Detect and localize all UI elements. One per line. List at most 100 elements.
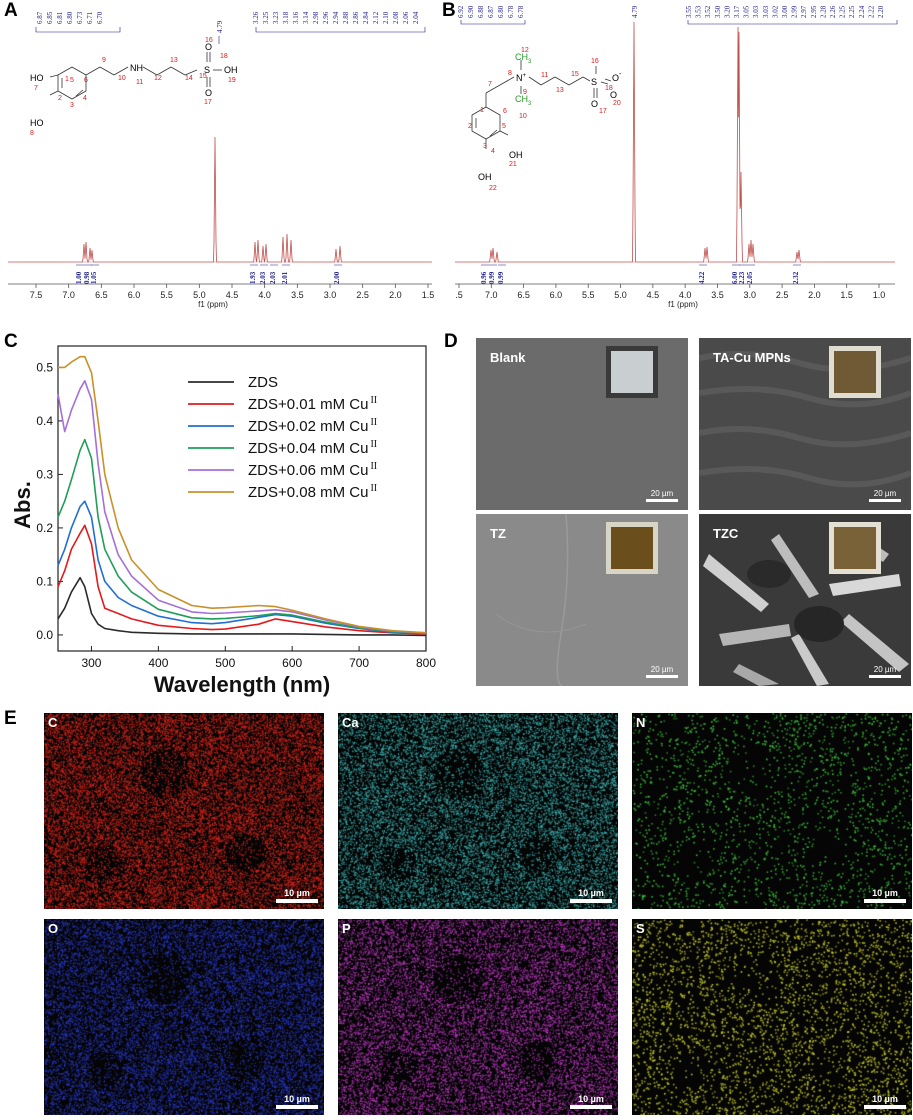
eds-map-grid: C 10 µm Ca 10 µm N 10 µm O 10 µm P 10 µm S 10 µm xyxy=(44,713,912,1116)
x-axis-ticks: .5 7.0 6.5 6.0 5.5 5.0 4.5 4.0 3.5 3.0 2.5 2.0 1.5 1.… xyxy=(455,284,885,300)
peak-label: 2.88 xyxy=(342,11,350,24)
eds-map-canvas xyxy=(44,713,324,909)
atom-number: 17 xyxy=(204,99,212,106)
atom-number: 5 xyxy=(502,123,506,130)
peak-label: 2.04 xyxy=(412,11,420,24)
sem-label: TZC xyxy=(713,526,739,541)
eds-map-canvas xyxy=(44,919,324,1115)
peak-label-mid: 4.79 xyxy=(631,5,639,18)
atom-number: 19 xyxy=(228,77,236,84)
scale-bar: 10 µm xyxy=(276,888,318,903)
eds-map-s: S 10 µm xyxy=(632,919,912,1115)
peak-label: 3.17 xyxy=(733,5,741,18)
atom-number: 7 xyxy=(34,85,38,92)
x-tick-label: 1.5 xyxy=(422,290,435,300)
nmr-spectrum-b: 6.92 6.90 6.88 6.87 6.80 6.78 6.78 3.55 3.53 3.5… xyxy=(455,5,898,309)
peak-label: 6.87 xyxy=(36,11,44,24)
sem-image-ta-cu-mpns: TA-Cu MPNs 20 µm xyxy=(699,338,911,510)
x-axis-label: f1 (ppm) xyxy=(198,300,228,309)
x-tick-label: 4.0 xyxy=(258,290,271,300)
atom-number: 3 xyxy=(483,143,487,150)
peak-label: 2.98 xyxy=(312,11,320,24)
atom-number: 1 xyxy=(65,76,69,83)
x-tick-label: 5.5 xyxy=(160,290,173,300)
atom-number: 12 xyxy=(521,47,529,54)
atom-ch3-top: CH3 xyxy=(515,52,532,65)
atom-number: 1 xyxy=(480,107,484,114)
atom-number: 12 xyxy=(154,75,162,82)
peak-label: 2.25 xyxy=(839,5,847,18)
peak-label-mid: 4.79 xyxy=(216,20,224,33)
atom-number: 4 xyxy=(491,148,495,155)
x-tick-label: 2.0 xyxy=(808,290,821,300)
integral-value: 2.01 xyxy=(281,271,289,284)
eds-map-canvas xyxy=(632,919,912,1115)
series-line-5 xyxy=(58,355,427,634)
molecule-structure-b xyxy=(471,60,612,149)
x-axis-ticks: 300 400 500 600 700 800 xyxy=(81,646,436,670)
y-tick-label: 0.4 xyxy=(36,414,53,428)
integral-value: 2.03 xyxy=(269,271,277,284)
peak-label: 6.73 xyxy=(76,11,84,24)
y-axis-label: Abs. xyxy=(10,481,35,529)
atom-number: 11 xyxy=(136,79,143,86)
atom-number: 5 xyxy=(70,77,74,84)
peak-label: 2.94 xyxy=(332,11,340,24)
panel-letter-e: E xyxy=(4,708,17,729)
peak-label: 3.03 xyxy=(752,5,760,18)
x-tick-label: 3.5 xyxy=(291,290,304,300)
peak-label: 2.86 xyxy=(352,11,360,24)
atom-number: 22 xyxy=(489,185,497,192)
atom-number: 20 xyxy=(613,100,621,107)
peak-label: 3.55 xyxy=(685,5,693,18)
x-tick-label: 6.5 xyxy=(517,290,530,300)
scale-bar: 10 µm xyxy=(864,888,906,903)
scale-bar: 20 µm xyxy=(869,489,901,502)
x-axis-ticks: 7.5 7.0 6.5 6.0 5.5 5.0 4.5 4.0 3.5 3.0 2.5 2.0 1.5 xyxy=(30,284,435,300)
sample-photo-swatch xyxy=(606,346,658,398)
x-tick-label: 6.0 xyxy=(128,290,141,300)
x-tick-label: 600 xyxy=(282,656,302,670)
peak-label: 6.85 xyxy=(46,11,54,24)
peak-labels-right: 3.26 3.25 3.23 3.18 3.16 3.14 2.98 2.96 2.94 2.88… xyxy=(252,11,420,24)
atom-number: 18 xyxy=(220,53,228,60)
eds-map-canvas xyxy=(632,713,912,909)
panel-letter-a: A xyxy=(4,0,18,21)
integral-value: 4.22 xyxy=(698,271,706,284)
atom-number: 18 xyxy=(605,85,613,92)
peak-label: 3.20 xyxy=(723,5,731,18)
sem-image-tzc: TZC 20 µm xyxy=(699,514,911,686)
peak-label: 6.70 xyxy=(96,11,104,24)
molecule-structure-a xyxy=(49,52,222,100)
atom-o-top: O xyxy=(205,42,212,52)
peak-label: 2.10 xyxy=(382,11,390,24)
peak-label: 3.52 xyxy=(704,5,712,18)
peak-label: 6.80 xyxy=(497,5,505,18)
peak-label: 2.12 xyxy=(372,11,380,24)
atom-o-bottom: O xyxy=(591,99,598,109)
atom-number: 13 xyxy=(170,57,178,64)
atom-oh: OH xyxy=(224,65,238,75)
atom-number: 10 xyxy=(118,75,126,82)
peak-label: 6.80 xyxy=(66,11,74,24)
peak-label: 6.81 xyxy=(56,11,64,24)
peak-label: 6.92 xyxy=(457,5,465,18)
integral-value: 2.03 xyxy=(259,271,267,284)
integral-value: 0.96 xyxy=(480,271,488,284)
peak-label: 6.87 xyxy=(487,5,495,18)
uv-vis-chart: 0.0 0.1 0.2 0.3 0.4 0.5 300 400 500 600 700 800 ZD… xyxy=(10,345,436,697)
atom-o-bottom: O xyxy=(205,88,212,98)
sem-image-blank: Blank 20 µm xyxy=(476,338,688,510)
x-tick-label: 4.5 xyxy=(226,290,239,300)
y-tick-label: 0.2 xyxy=(36,521,53,535)
legend-label: ZDS+0.01 mM Cu II xyxy=(248,395,377,413)
x-tick-label: 6.0 xyxy=(550,290,563,300)
peak-label: 3.18 xyxy=(282,11,290,24)
x-axis-label: f1 (ppm) xyxy=(668,300,698,309)
peak-label: 6.90 xyxy=(467,5,475,18)
scale-bar: 10 µm xyxy=(864,1094,906,1109)
sem-label: TZ xyxy=(490,526,506,541)
sample-photo-swatch xyxy=(829,522,881,574)
